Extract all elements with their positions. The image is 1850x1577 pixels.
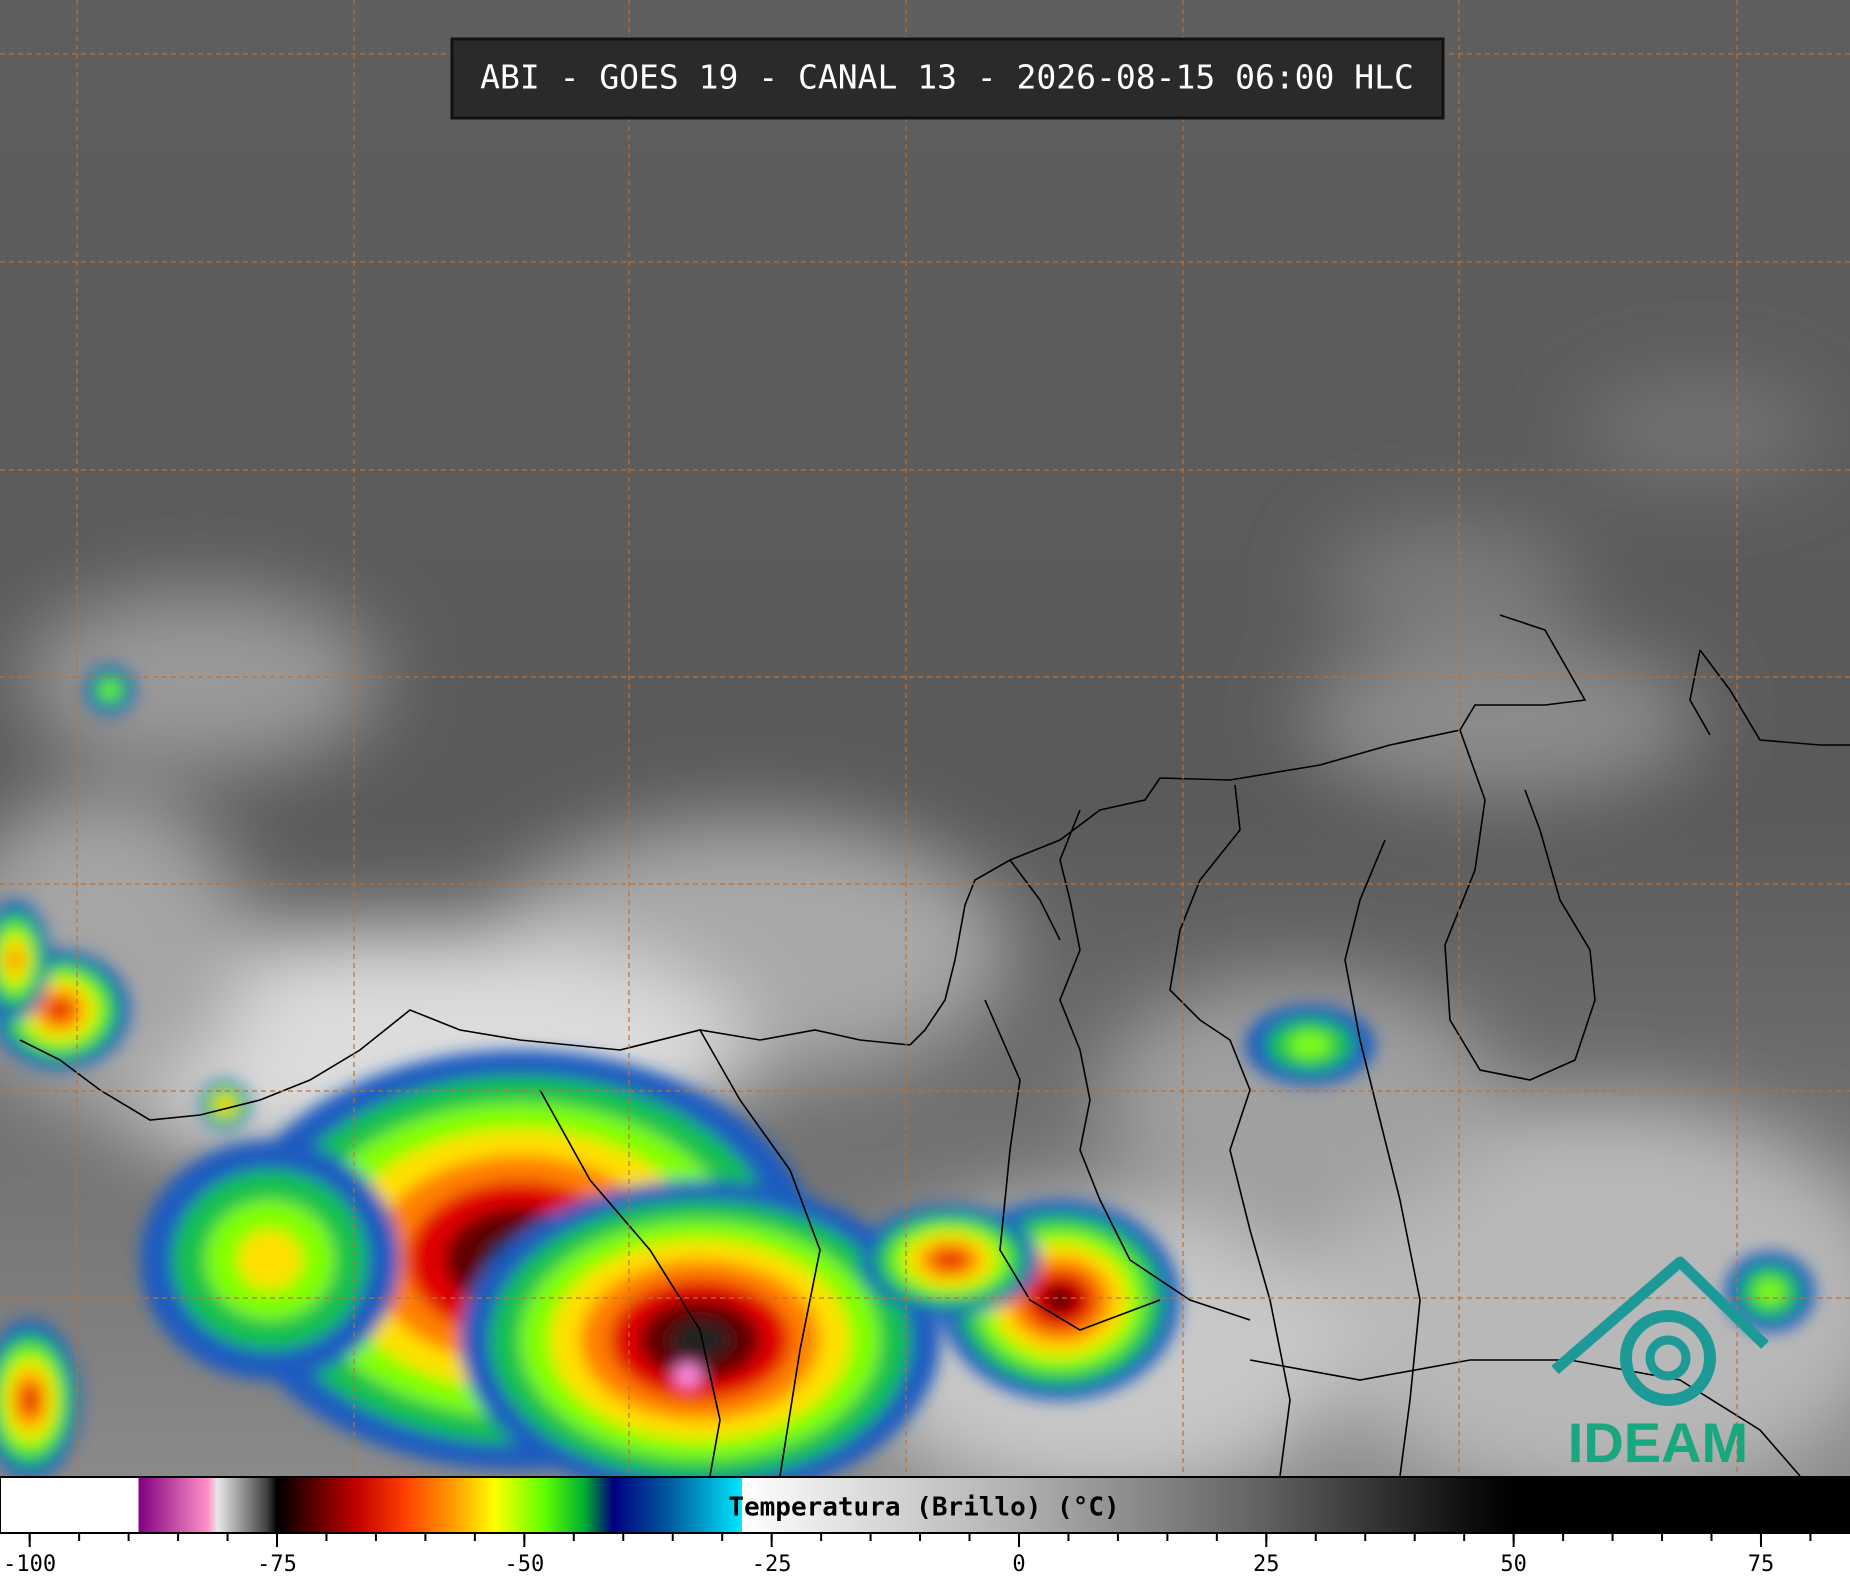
coastline	[909, 614, 1587, 1046]
tick-label: -50	[504, 1552, 544, 1577]
storm-cell	[1288, 1031, 1332, 1059]
tick-label: -75	[257, 1552, 297, 1577]
storm-cell	[21, 1386, 39, 1414]
storm-cell	[8, 948, 22, 972]
logo-eye	[1620, 1310, 1716, 1406]
storm-cell	[237, 1230, 303, 1290]
title-box: ABI - GOES 19 - CANAL 13 - 2026-08-15 06…	[450, 37, 1445, 120]
storm-cell	[1755, 1278, 1785, 1306]
admin-border	[539, 1029, 821, 1476]
storm-cell	[101, 681, 119, 699]
lake-shore	[1444, 729, 1596, 1081]
colorbar-label: Temperatura (Brillo) (°C)	[728, 1493, 1119, 1523]
cloud	[1320, 520, 1580, 640]
colorbar-ramp	[0, 1476, 1850, 1534]
satellite-image	[0, 0, 1850, 1476]
logo-text: IDEAM	[1568, 1411, 1748, 1474]
coastline	[19, 1009, 911, 1121]
colorbar: Temperatura (Brillo) (°C) -100 -75 -50 -25 0 2…	[0, 1476, 1850, 1577]
cloud	[1300, 640, 1700, 800]
cloud	[1300, 1100, 1850, 1476]
tick-label: 50	[1500, 1552, 1527, 1577]
chart-title: ABI - GOES 19 - CANAL 13 - 2026-08-15 06…	[480, 58, 1414, 97]
cloud	[1100, 980, 1500, 1220]
admin-border	[1059, 809, 1251, 1321]
admin-border	[1169, 784, 1291, 1476]
cloud	[20, 590, 380, 770]
storm-cell	[1042, 1285, 1078, 1315]
title-background	[450, 37, 1445, 120]
tick-label: 25	[1253, 1552, 1280, 1577]
tick-label: 0	[1012, 1552, 1025, 1577]
logo-pupil	[1645, 1335, 1691, 1381]
storm-cell	[670, 1320, 730, 1360]
logo-roof	[1551, 1256, 1769, 1375]
storm-cell	[48, 1000, 72, 1020]
tick-label: -25	[752, 1552, 792, 1577]
admin-border	[1344, 839, 1421, 1476]
storm-cell	[935, 1250, 965, 1270]
logo: IDEAM	[1551, 1256, 1769, 1474]
cloud	[1580, 380, 1820, 480]
graticule	[0, 0, 1850, 1476]
colorbar-axis-background	[0, 1533, 1850, 1577]
tick-label: -100	[3, 1552, 56, 1577]
overshoot-top	[674, 1363, 702, 1387]
tick-label: 75	[1748, 1552, 1775, 1577]
